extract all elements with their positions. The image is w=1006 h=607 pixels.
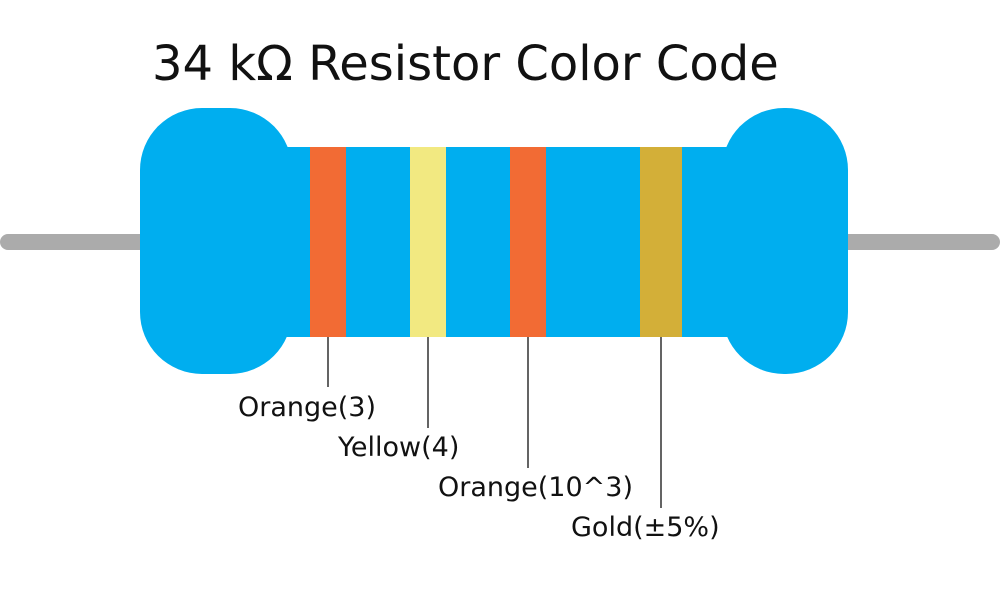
band-3-orange-multiplier [510,147,546,337]
diagram-title: 34 kΩ Resistor Color Code [152,36,779,92]
band-1-orange [310,147,346,337]
resistor-body [140,108,848,374]
band-4-label: Gold(±5%) [571,512,720,543]
band-3-label: Orange(10^3) [438,472,633,503]
band-2-yellow [410,147,446,337]
band-2-label: Yellow(4) [337,432,459,463]
band-4-gold-tolerance [640,147,682,337]
band-1-label: Orange(3) [238,392,376,423]
